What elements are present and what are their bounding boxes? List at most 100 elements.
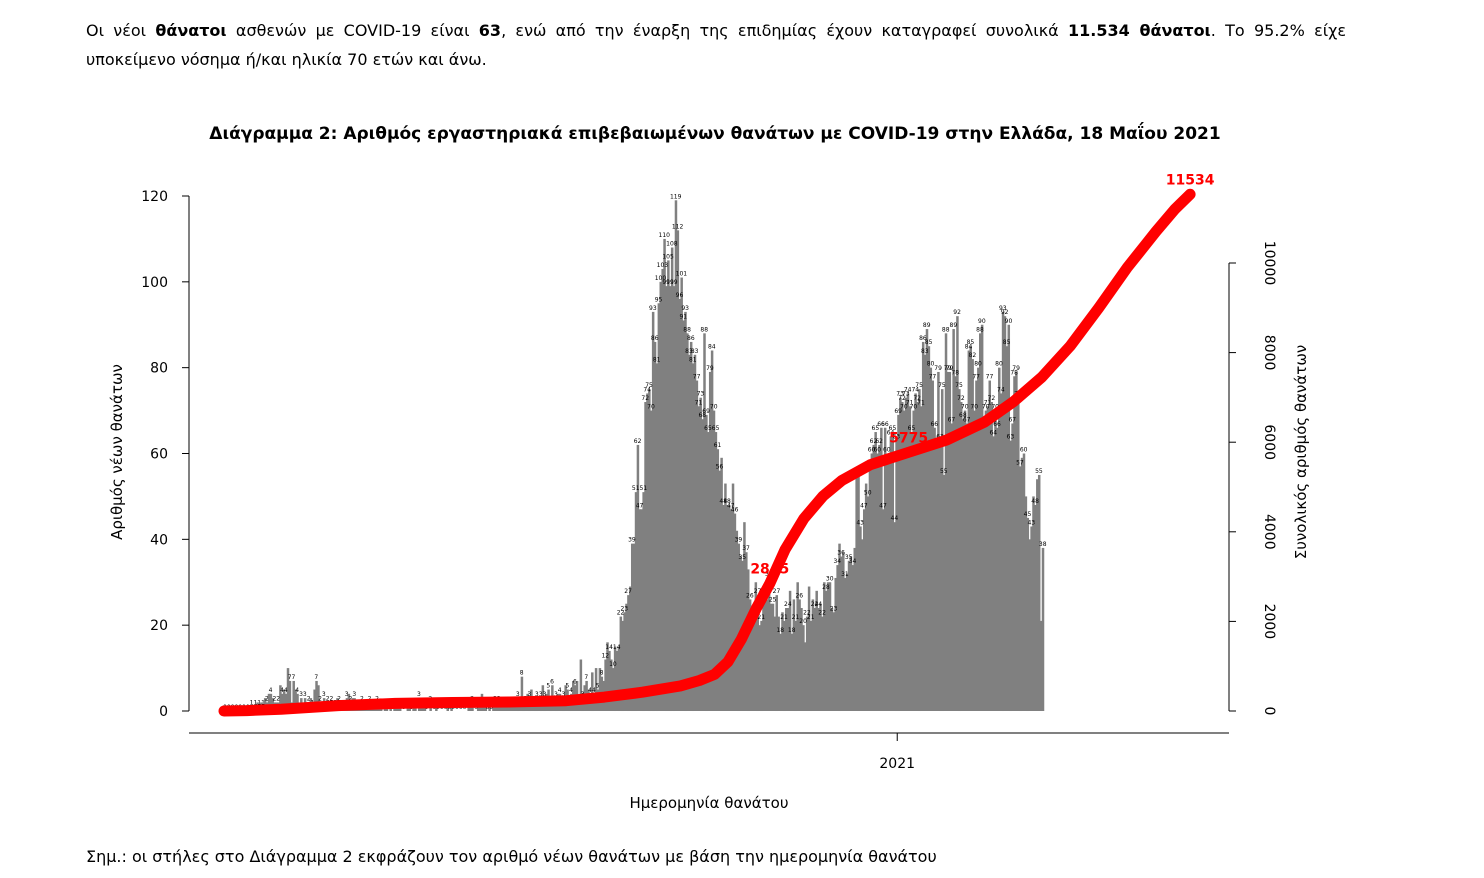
bar [701,419,704,711]
bar [958,389,961,712]
bar [684,311,687,712]
bar-value-label: 10 [609,661,617,668]
bar [397,706,400,711]
bar-value-label: 64 [887,429,895,436]
bar [743,522,746,711]
bar-value-label: 95 [655,296,663,303]
bar [889,436,893,711]
bar [771,603,775,711]
bar [1015,371,1018,711]
bar [971,359,974,711]
bar-value-label: 3 [303,691,307,698]
bar-value-label: 62 [870,438,878,445]
bar-value-label: 96 [676,292,684,299]
bar [998,367,1001,711]
bar-value-label: 48 [723,498,731,505]
bar-value-label: 7 [288,674,292,681]
bar-value-label: 5 [565,683,569,690]
bar [560,702,564,711]
bar-value-label: 67 [948,416,956,423]
y2-tick-label: 4000 [1261,514,1277,550]
bar-value-label: 23 [620,605,628,612]
bar-value-label: 88 [683,326,691,333]
bar-value-label: 4 [269,687,273,694]
bar [885,453,889,711]
bar-value-label: 74 [911,386,919,393]
bar [695,380,699,711]
bar [488,706,491,711]
bar-value-label: 85 [1003,339,1011,346]
bar [783,620,786,712]
bar-value-label: 1 [250,700,254,707]
bar [317,685,320,711]
bar-value-label: 69 [894,408,902,415]
bar-value-label: 63 [892,434,900,441]
bar-value-label: 77 [972,374,980,381]
bar [691,363,695,712]
bar [855,474,858,711]
bar [910,432,914,711]
bar [634,492,638,712]
bar-value-label: 64 [989,429,997,436]
bar [769,603,773,711]
bar [766,599,769,711]
bar [1018,466,1022,712]
bar [866,496,870,711]
bar-value-label: 4 [569,687,573,694]
bar [495,706,499,711]
bar [864,483,868,711]
bar-value-label: 20 [799,618,807,625]
bar-value-label: 3 [322,691,326,698]
bar [883,427,887,711]
bar [653,341,657,711]
bar-value-label: 30 [826,575,834,582]
bar [994,410,997,711]
bar-value-label: 2 [330,695,334,702]
bar [781,612,784,711]
bar [594,668,598,711]
bar [503,706,507,711]
bar-value-label: 73 [896,391,904,398]
bar-value-label: 65 [889,425,897,432]
bar [967,350,971,711]
bar [663,238,666,712]
bar-value-label: 2 [276,695,280,702]
bar-value-label: 71 [906,399,914,406]
bar-value-label: 91 [679,313,687,320]
bar-value-label: 81 [689,356,697,363]
bar-value-label: 21 [757,614,765,621]
bar-value-label: 24 [784,601,792,608]
bar-value-label: 34 [849,558,857,565]
bar-value-label: 2 [337,695,341,702]
bar-value-label: 47 [860,502,868,509]
bar [630,543,634,712]
bar [1028,539,1031,711]
bar [891,432,895,711]
bar [785,608,788,711]
bar [284,693,288,711]
bar [1020,457,1024,711]
bar-value-label: 79 [944,365,952,372]
bar [750,608,754,711]
bar-value-label: 100 [655,275,667,282]
bar [680,277,683,711]
bar [292,680,295,711]
bar-value-label: 99 [670,279,678,286]
bar [727,505,731,711]
bar [847,560,851,711]
bar [651,311,655,712]
bar-value-label: 2 [349,695,353,702]
bar-value-label: 24 [811,601,819,608]
bar-value-label: 4 [284,687,288,694]
bar [944,333,948,711]
bar [899,397,902,711]
bar [414,706,417,711]
bar [956,316,959,711]
bar [952,329,955,711]
bar [514,706,518,711]
bar-value-label: 7 [291,674,295,681]
bar [746,569,750,712]
bar-value-label: 70 [970,404,978,411]
bar [1022,453,1026,711]
bar [800,608,803,711]
